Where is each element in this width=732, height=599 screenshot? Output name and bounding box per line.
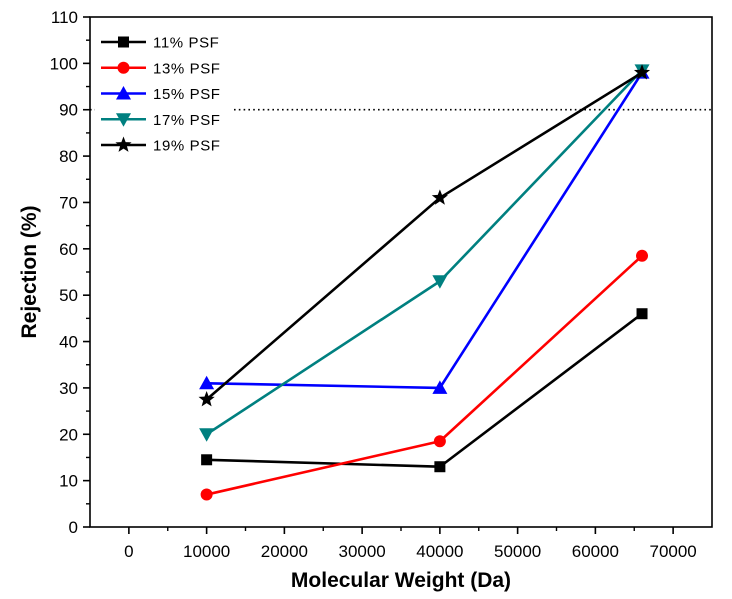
y-axis: 0 10 20 30 40 50 60 70 80 90 100 110	[50, 8, 90, 537]
marker-11-psf-x-40000	[434, 461, 446, 473]
y-tick-label-40: 40	[59, 333, 78, 352]
series-11-psf	[201, 308, 648, 473]
y-tick-label-30: 30	[59, 379, 78, 398]
y-tick-label-80: 80	[59, 147, 78, 166]
legend-marker-19-psf	[115, 136, 132, 152]
legend-marker-15-psf	[116, 86, 131, 100]
marker-19-psf-x-10000	[198, 391, 215, 407]
y-tick-label-50: 50	[59, 286, 78, 305]
legend-entry-13-psf: 13% PSF	[101, 60, 221, 77]
marker-19-psf-x-66000	[633, 64, 651, 80]
x-tick-label-40000: 40000	[416, 542, 463, 561]
legend-marker-13-psf	[117, 61, 130, 74]
legend: 11% PSF 13% PSF 15% PSF 17% PSF 19% PSF	[95, 29, 233, 158]
legend-entry-11-psf: 11% PSF	[101, 35, 219, 52]
y-tick-label-100: 100	[50, 54, 78, 73]
marker-19-psf-x-40000	[431, 189, 448, 205]
y-tick-label-70: 70	[59, 193, 78, 212]
x-tick-label-60000: 60000	[572, 542, 619, 561]
x-tick-label-70000: 70000	[649, 542, 696, 561]
y-axis-title: Rejection (%)	[18, 205, 41, 338]
marker-11-psf-x-10000	[201, 454, 213, 466]
x-tick-label-30000: 30000	[338, 542, 385, 561]
y-tick-label-0: 0	[69, 518, 78, 537]
y-tick-label-10: 10	[59, 472, 78, 491]
legend-label-19-psf: 19% PSF	[153, 138, 221, 155]
series-13-psf	[200, 249, 649, 501]
x-tick-label-0: 0	[124, 542, 133, 561]
legend-label-15-psf: 15% PSF	[153, 86, 221, 103]
marker-17-psf-x-40000	[432, 275, 448, 289]
y-tick-label-110: 110	[51, 8, 78, 27]
x-tick-label-10000: 10000	[183, 542, 230, 561]
marker-17-psf-x-10000	[199, 428, 215, 442]
x-tick-label-50000: 50000	[494, 542, 541, 561]
legend-entry-17-psf: 17% PSF	[101, 112, 221, 129]
x-tick-label-20000: 20000	[261, 542, 308, 561]
legend-entry-19-psf: 19% PSF	[101, 136, 221, 155]
marker-15-psf-x-10000	[199, 375, 215, 390]
marker-13-psf-x-40000	[433, 435, 446, 448]
y-tick-label-90: 90	[59, 101, 78, 120]
marker-13-psf-x-10000	[200, 488, 213, 501]
y-tick-label-20: 20	[59, 425, 78, 444]
legend-entry-15-psf: 15% PSF	[101, 86, 221, 103]
legend-label-17-psf: 17% PSF	[153, 112, 221, 129]
data-series	[198, 64, 651, 501]
series-19-psf	[198, 64, 651, 407]
legend-marker-11-psf	[118, 36, 129, 48]
x-axis: 0 10000 20000 30000 40000 50000 60000 70000	[124, 527, 697, 561]
legend-marker-17-psf	[116, 113, 131, 127]
legend-label-13-psf: 13% PSF	[153, 60, 221, 77]
marker-11-psf-x-66000	[636, 308, 648, 320]
marker-15-psf-x-40000	[432, 380, 448, 394]
y-tick-label-60: 60	[59, 240, 78, 259]
marker-13-psf-x-66000	[636, 249, 649, 262]
x-axis-title: Molecular Weight (Da)	[291, 569, 511, 592]
legend-label-11-psf: 11% PSF	[153, 35, 219, 52]
